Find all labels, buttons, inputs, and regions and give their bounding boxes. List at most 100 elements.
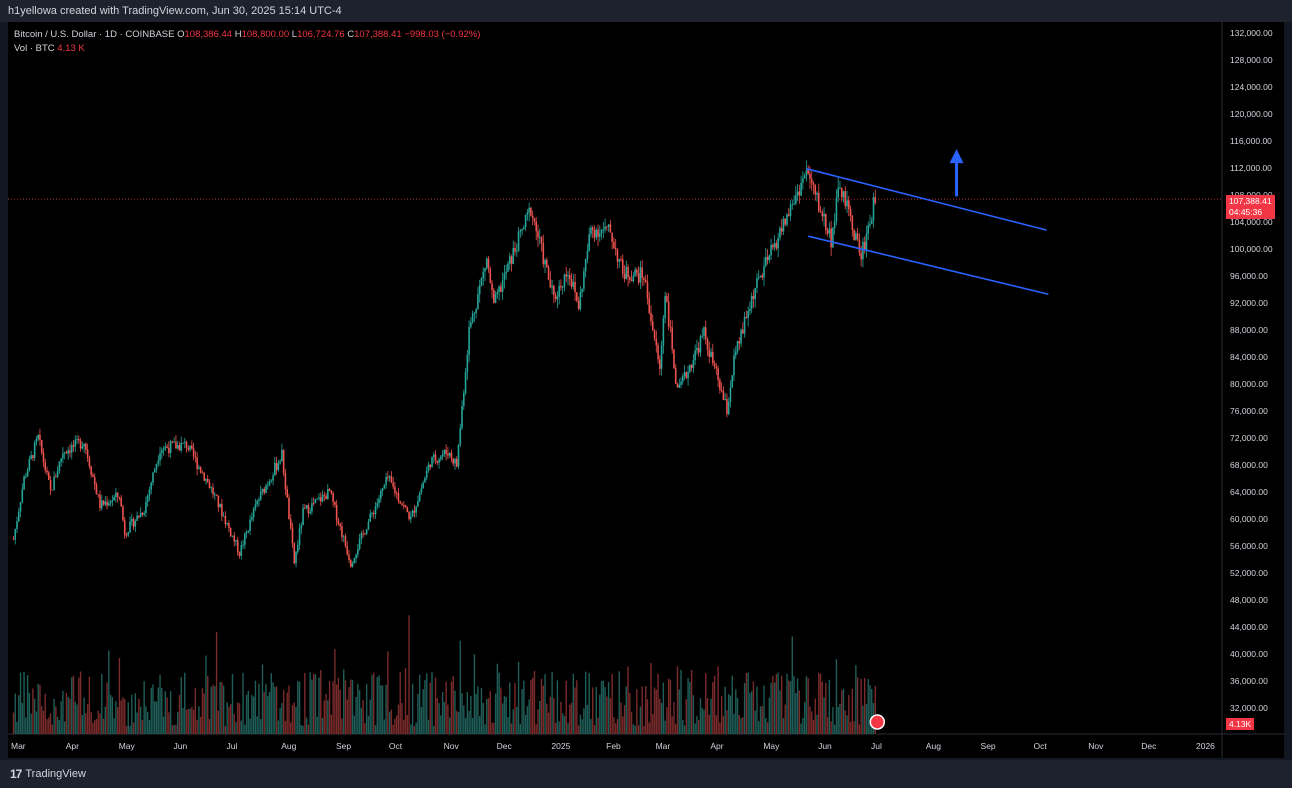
candle-body <box>697 348 700 353</box>
us-flag-icon[interactable] <box>869 714 886 730</box>
volume-bar <box>238 703 241 734</box>
candle-body <box>853 229 855 241</box>
tradingview-logo[interactable]: 17 TradingView <box>10 767 86 781</box>
candle-body <box>390 476 393 483</box>
volume-bar <box>846 715 848 734</box>
volume-bar <box>705 673 707 734</box>
candle-body <box>798 191 801 196</box>
volume-bar <box>131 694 133 734</box>
candle-body <box>102 500 105 505</box>
candle-body <box>644 279 647 282</box>
candle-body <box>772 245 774 248</box>
volume-bar <box>353 715 356 734</box>
close-value: 107,388.41 <box>354 29 402 40</box>
volume-bar <box>765 718 767 734</box>
volume-bar <box>745 672 748 734</box>
candle-body <box>740 329 742 344</box>
candle-body <box>90 466 92 475</box>
symbol-label[interactable]: Bitcoin / U.S. Dollar · 1D · COINBASE <box>14 29 175 40</box>
candle-body <box>49 479 52 490</box>
candle-body <box>819 211 822 213</box>
candle-body <box>749 308 751 312</box>
candle-body <box>222 515 225 517</box>
chart-panel[interactable] <box>8 22 1284 758</box>
candle-body <box>803 175 806 179</box>
volume-bar <box>139 706 142 734</box>
candle-body <box>466 354 469 372</box>
volume-bar <box>221 681 223 734</box>
volume-bar <box>175 724 177 734</box>
candle-body <box>155 463 158 470</box>
volume-bar <box>549 696 552 734</box>
candle-body <box>856 233 859 240</box>
volume-bar <box>814 698 816 734</box>
candle-body <box>268 481 271 485</box>
volume-bar <box>364 723 366 734</box>
candle-body <box>791 204 794 205</box>
candle-body <box>641 267 643 279</box>
volume-bar <box>367 716 370 734</box>
y-tick-label: 84,000.00 <box>1230 352 1268 362</box>
candle-body <box>591 227 594 230</box>
candle-body <box>58 461 61 472</box>
x-tick-label: Nov <box>444 741 460 751</box>
volume-bar <box>482 702 484 734</box>
price-chart[interactable]: 132,000.00 128,000.00 124,000.00 120,000.00… <box>8 22 1284 758</box>
candle-body <box>327 488 329 500</box>
candle-body <box>586 250 589 260</box>
channel-upper-line[interactable] <box>806 167 1047 231</box>
volume-bar <box>383 719 386 734</box>
volume-bar <box>512 709 514 734</box>
volume-bar <box>53 698 55 734</box>
volume-bar <box>514 682 516 734</box>
candle-body <box>636 269 638 274</box>
candle-body <box>530 207 532 216</box>
candle-body <box>242 544 244 546</box>
candle-body <box>657 345 659 360</box>
volume-bar <box>505 697 507 734</box>
volume-bar <box>756 686 758 734</box>
candle-body <box>563 274 566 288</box>
candle-body <box>353 558 356 564</box>
volume-bar <box>788 680 790 734</box>
candle-body <box>130 518 133 522</box>
candle-body <box>346 546 349 555</box>
volume-label[interactable]: Vol · BTC <box>14 43 55 54</box>
volume-bar <box>267 696 269 734</box>
volume-bar <box>127 702 129 734</box>
candle-body <box>574 282 576 293</box>
volume-bar <box>650 663 652 734</box>
candle-body <box>265 485 267 494</box>
volume-bar <box>343 669 345 734</box>
candle-body <box>380 490 382 499</box>
volume-bar <box>766 722 769 734</box>
candle-body <box>745 316 748 319</box>
y-tick-label: 72,000.00 <box>1230 433 1268 443</box>
volume-bar <box>314 674 317 734</box>
volume-bar <box>689 681 691 734</box>
volume-bar <box>426 673 428 734</box>
volume-bar <box>653 687 656 734</box>
up-arrow-head[interactable] <box>949 149 964 164</box>
candle-body <box>802 178 804 183</box>
volume-bar <box>710 698 712 734</box>
volume-bar <box>136 712 138 734</box>
candle-body <box>553 285 555 296</box>
candle-body <box>832 228 834 248</box>
volume-bar <box>726 710 728 734</box>
volume-bar <box>154 701 156 734</box>
candle-body <box>226 523 228 525</box>
candle-body <box>533 217 536 222</box>
volume-bar <box>498 672 500 734</box>
volume-bar <box>517 661 520 734</box>
candle-body <box>726 399 728 415</box>
open-label: O <box>177 29 185 40</box>
candle-body <box>150 482 153 490</box>
volume-bar <box>629 692 631 734</box>
volume-bar <box>178 694 181 734</box>
volume-bar <box>581 719 583 734</box>
candle-body <box>162 448 165 451</box>
candle-body <box>245 531 248 534</box>
channel-lower-line[interactable] <box>807 235 1049 296</box>
volume-bar <box>275 686 278 734</box>
